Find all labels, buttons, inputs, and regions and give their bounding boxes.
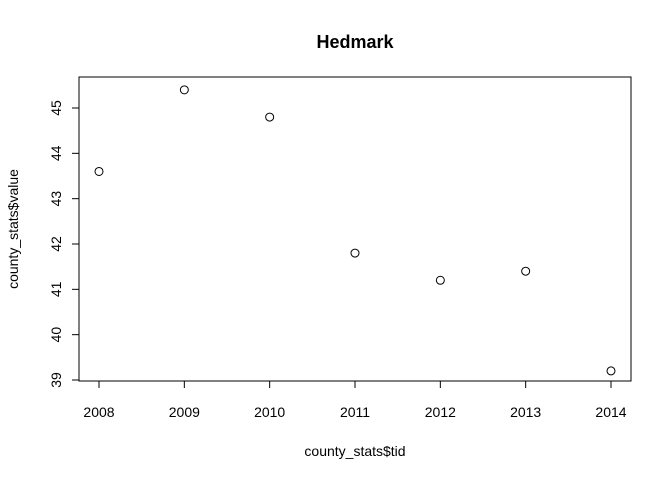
x-tick-label: 2012 bbox=[425, 404, 456, 420]
data-point bbox=[606, 366, 616, 376]
data-points bbox=[94, 85, 616, 376]
x-tick-label: 2011 bbox=[340, 404, 370, 420]
y-axis: 39 40 41 42 43 44 45 bbox=[48, 100, 80, 388]
x-axis: 2008 2009 2010 2011 2012 2013 2014 bbox=[83, 380, 627, 420]
y-tick-label: 41 bbox=[48, 281, 64, 297]
y-tick-label: 42 bbox=[48, 236, 64, 252]
chart-title: Hedmark bbox=[316, 32, 394, 52]
x-tick-label: 2009 bbox=[169, 404, 200, 420]
data-point bbox=[94, 166, 104, 176]
data-point bbox=[265, 112, 275, 122]
data-point bbox=[521, 266, 531, 276]
x-tick-label: 2008 bbox=[83, 404, 114, 420]
data-point bbox=[350, 248, 360, 258]
x-tick-label: 2014 bbox=[595, 404, 626, 420]
y-tick-label: 44 bbox=[48, 145, 64, 161]
y-tick-label: 43 bbox=[48, 191, 64, 207]
plot-box bbox=[78, 76, 632, 382]
x-tick-label: 2010 bbox=[254, 404, 285, 420]
y-tick-label: 40 bbox=[48, 327, 64, 343]
y-tick-label: 45 bbox=[48, 100, 64, 116]
y-tick-label: 39 bbox=[48, 372, 64, 388]
x-axis-label: county_stats$tid bbox=[304, 443, 405, 459]
y-axis-label: county_stats$value bbox=[5, 169, 21, 289]
data-point bbox=[179, 85, 189, 95]
x-tick-label: 2013 bbox=[510, 404, 541, 420]
data-point bbox=[435, 275, 445, 285]
